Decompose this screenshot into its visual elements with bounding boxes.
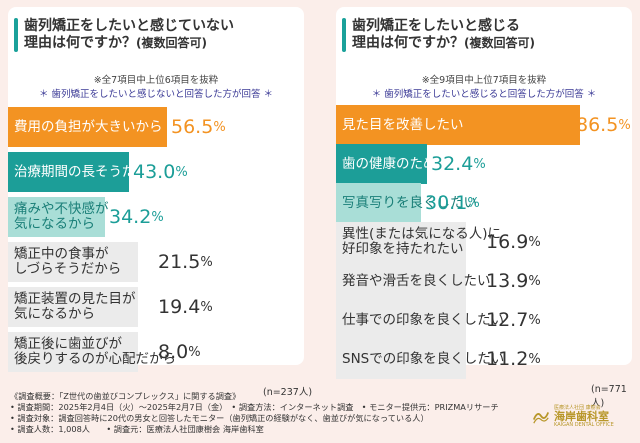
right-note: ※全9項目中上位7項目を抜粋 — [421, 75, 547, 86]
left-title-line2: 理由は何ですか？ — [24, 35, 136, 51]
bar-value-label: 12.7% — [486, 309, 541, 331]
bar-category-label: 写真写りを良くしたい — [342, 194, 477, 211]
bar — [336, 261, 466, 301]
footer-line: • 調査人数：1,008人 • 調査元：医療法人社団康樹会 海岸歯科室 — [10, 424, 264, 434]
bar-category-label: 矯正中の食事が しづらそうだから — [14, 246, 122, 277]
star-icon: ＊ — [371, 89, 385, 100]
right-n-label: (n=771人) — [591, 384, 627, 409]
bar-value-label: 13.9% — [486, 270, 541, 292]
bar-row: 治療期間の長そうだから 43.0% — [8, 152, 304, 192]
bar-value-label: 21.5% — [158, 251, 213, 273]
bar-row: 写真写りを良くしたい 30.1% — [336, 183, 632, 223]
logo-tagline: 医療法人社団 康樹会 — [554, 405, 601, 411]
bar-row: 矯正装置の見た目が 気になるから 19.4% — [8, 287, 304, 327]
bar-value-label: 43.0% — [133, 161, 188, 183]
bar-value-label: 86.5% — [576, 114, 631, 136]
bar-category-label: 矯正装置の見た目が 気になるから — [14, 291, 136, 322]
footer-line: 《調査概要：「Z世代の歯並びコンプレックス」に関する調査》 — [10, 391, 241, 401]
right-chart-title: 歯列矯正をしたいと感じる 理由は何ですか？(複数回答可) — [342, 18, 628, 52]
bar-row: 矯正後に歯並びが 後戻りするのが心配だから 8.0% — [8, 332, 304, 372]
logo-name: 海岸歯科室 — [554, 410, 609, 423]
bar — [8, 107, 167, 147]
bar-value-label: 32.4% — [431, 153, 486, 175]
bar-row: 痛みや不快感が 気になるから 34.2% — [8, 197, 304, 237]
left-subtitle: ＊ 歯列矯正をしたいと感じないと回答した方が回答 ＊ — [8, 86, 304, 100]
bar-value-label: 30.1% — [425, 192, 480, 214]
star-icon: ＊ — [583, 89, 597, 100]
bar-value-label: 16.9% — [486, 231, 541, 253]
bar — [336, 339, 466, 379]
title-accent-bar — [14, 18, 18, 52]
right-chart-panel: 歯列矯正をしたいと感じる 理由は何ですか？(複数回答可) ※全9項目中上位7項目… — [336, 7, 632, 379]
bar-row: 費用の負担が大きいから 56.5% — [8, 107, 304, 147]
left-title-line1: 歯列矯正をしたいと感じていない — [24, 18, 234, 34]
bar — [336, 105, 580, 145]
wave-logo-icon — [532, 412, 550, 424]
bar — [8, 242, 138, 282]
bar-category-label: SNSでの印象を良くしたい — [342, 350, 505, 367]
right-title-suffix: (複数回答可) — [464, 36, 535, 50]
right-subtitle: ＊ 歯列矯正をしたいと感じると回答した方が回答 ＊ — [336, 86, 632, 100]
star-icon: ＊ — [260, 89, 274, 100]
bar — [8, 332, 138, 372]
bar-row: 発音や滑舌を良くしたい 13.9% — [336, 261, 632, 301]
footer-line: • 調査対象：調査回答時に20代の男女と回答したモニター（歯列矯正の経験がなく、… — [10, 413, 429, 423]
right-title-line1: 歯列矯正をしたいと感じる — [352, 18, 520, 34]
left-title-suffix: (複数回答可) — [136, 36, 207, 50]
survey-footer: 《調査概要：「Z世代の歯並びコンプレックス」に関する調査》 • 調査期間：202… — [10, 391, 499, 435]
bar-row: 歯の健康のため 32.4% — [336, 144, 632, 184]
bar-row: 矯正中の食事が しづらそうだから 21.5% — [8, 242, 304, 282]
bar — [336, 222, 466, 262]
bar — [8, 197, 105, 237]
right-subtitle-text: 歯列矯正をしたいと感じると回答した方が回答 — [384, 89, 584, 100]
bar — [336, 183, 421, 223]
footer-line: • 調査期間：2025年2月4日（火）〜2025年2月7日（金） • 調査方法：… — [10, 402, 499, 412]
bar — [336, 300, 466, 340]
bar-value-label: 11.2% — [486, 348, 541, 370]
bar — [8, 287, 138, 327]
bar — [336, 144, 427, 184]
bar — [8, 152, 129, 192]
bar-category-label: 費用の負担が大きいから — [14, 118, 163, 135]
left-chart-panel: 歯列矯正をしたいと感じていない 理由は何ですか？(複数回答可) ※全7項目中上位… — [8, 7, 304, 372]
left-chart-title: 歯列矯正をしたいと感じていない 理由は何ですか？(複数回答可) — [14, 18, 300, 52]
bar-row: 仕事での印象を良くしたい 12.7% — [336, 300, 632, 340]
clinic-logo: 医療法人社団 康樹会 海岸歯科室 KAIGAN DENTAL OFFICE — [532, 403, 632, 429]
bar-category-label: 治療期間の長そうだから — [14, 163, 163, 180]
left-note: ※全7項目中上位6項目を抜粋 — [93, 75, 219, 86]
bar-row: 見た目を改善したい 86.5% — [336, 105, 632, 145]
bar-category-label: 仕事での印象を良くしたい — [342, 311, 504, 328]
star-icon: ＊ — [38, 89, 52, 100]
bar-value-label: 56.5% — [171, 116, 226, 138]
bar-row: SNSでの印象を良くしたい 11.2% — [336, 339, 632, 379]
bar-category-label: 矯正後に歯並びが 後戻りするのが心配だから — [14, 336, 176, 367]
bar-value-label: 8.0% — [158, 341, 201, 363]
bar-category-label: 痛みや不快感が 気になるから — [14, 201, 109, 232]
left-subtitle-text: 歯列矯正をしたいと感じないと回答した方が回答 — [51, 89, 261, 100]
bar-category-label: 歯の健康のため — [342, 155, 437, 172]
title-accent-bar — [342, 18, 346, 52]
right-title-line2: 理由は何ですか？ — [352, 35, 464, 51]
bar-category-label: 異性(または気になる人)に 好印象を持たれたい — [342, 226, 502, 257]
bar-category-label: 発音や滑舌を良くしたい — [342, 272, 491, 289]
bar-category-label: 見た目を改善したい — [342, 116, 464, 133]
bar-row: 異性(または気になる人)に 好印象を持たれたい 16.9% — [336, 222, 632, 262]
bar-value-label: 34.2% — [109, 206, 164, 228]
logo-name-en: KAIGAN DENTAL OFFICE — [554, 422, 614, 428]
bar-value-label: 19.4% — [158, 296, 213, 318]
left-n-label: (n=237人) — [263, 387, 313, 398]
